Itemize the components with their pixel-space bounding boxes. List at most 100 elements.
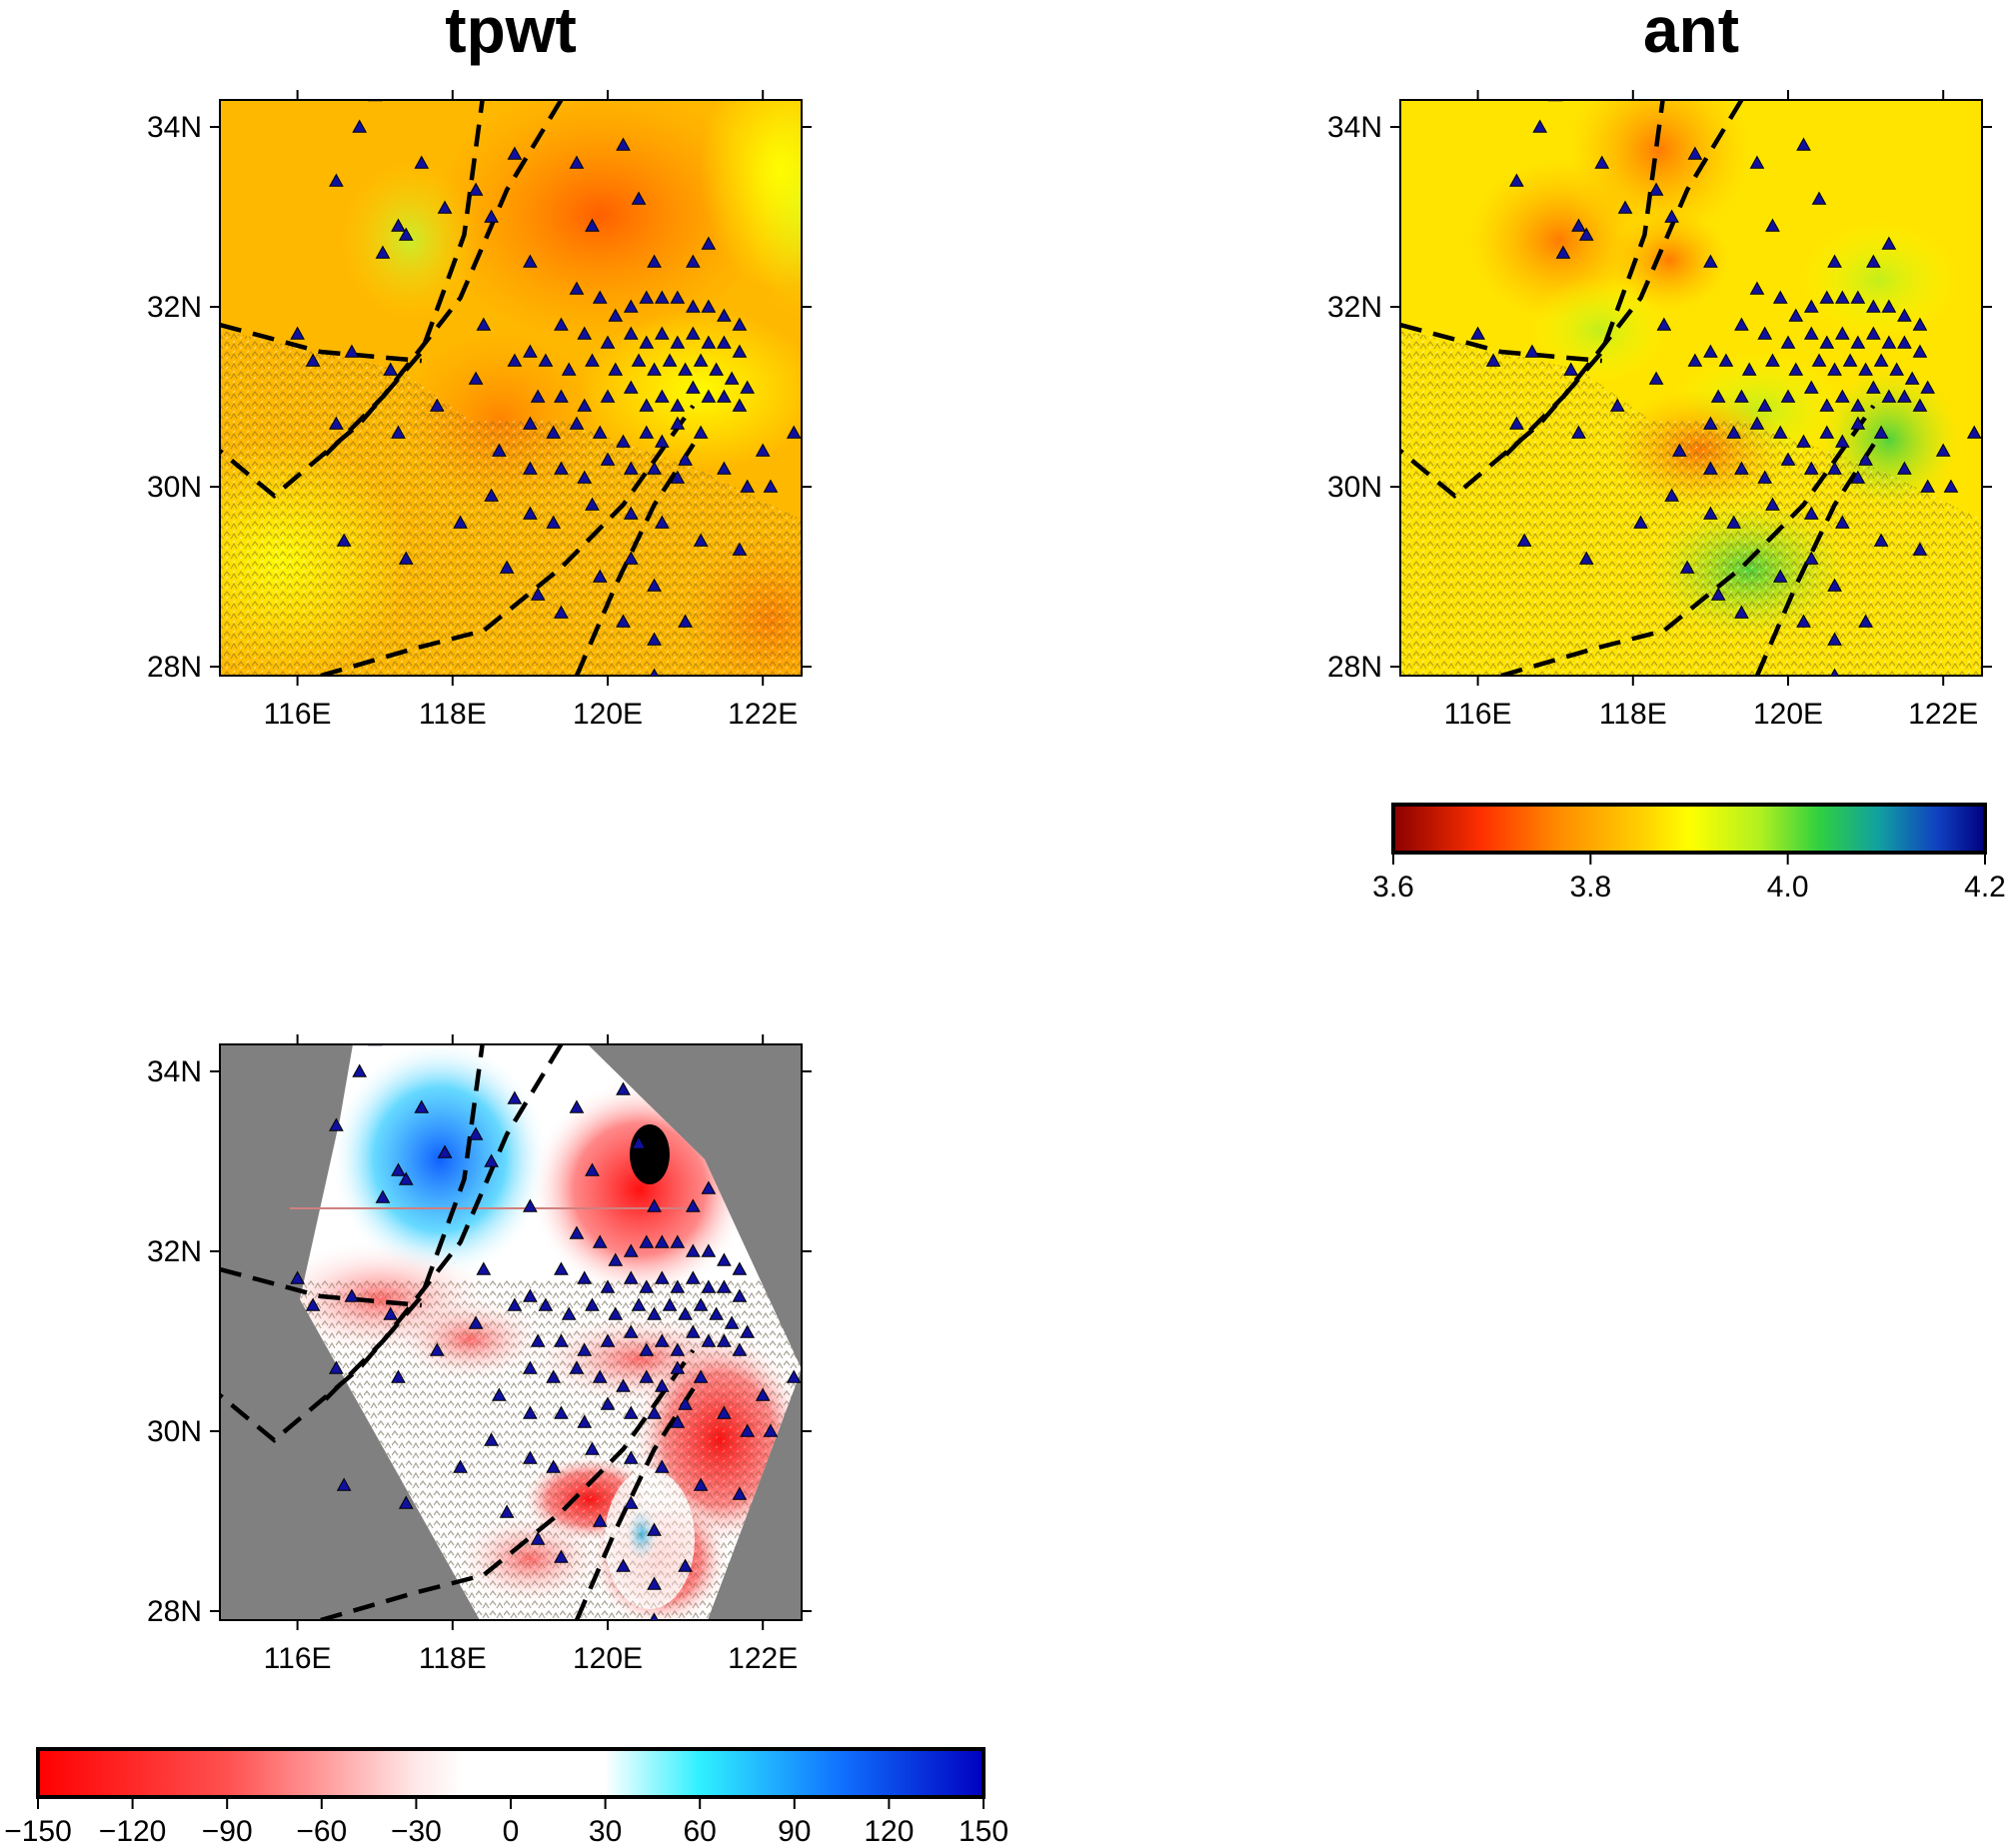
station-marker [600,1279,616,1293]
colorbar-tick-label: −90 [202,1815,253,1848]
station-marker [484,1153,499,1167]
station-marker [1578,551,1594,565]
station-marker [554,1549,569,1563]
difference-panel: 116E 118E 120E 122E 34N 32N 30N 28N [147,1034,812,1675]
station-marker [1718,353,1734,367]
station-marker [554,1333,569,1347]
station-marker [585,353,600,367]
station-marker [367,1044,383,1046]
station-marker [1819,290,1835,304]
lon-tick-label: 122E [1908,698,1978,731]
station-marker [523,1198,538,1212]
station-marker [600,452,616,466]
station-marker [569,1099,585,1113]
station-marker [1532,119,1548,133]
fault-line [1400,322,1602,364]
station-marker [654,1378,670,1392]
lon-tick-label: 116E [264,698,332,731]
station-marker [1617,200,1633,214]
fault-line [1754,431,1883,676]
station-marker [654,290,670,304]
station-marker [740,1324,756,1338]
difference-colorbar-ticks: −150 −120 −90 −60 −30 0 30 60 90 120 150 [4,1797,1008,1848]
colorbar-tick-label: 150 [959,1815,1008,1848]
station-marker [639,1279,655,1293]
station-marker [623,1405,639,1419]
ant-velocity-field [1400,100,1982,676]
station-marker [437,1144,453,1158]
station-marker [755,1387,771,1401]
station-marker [786,1369,802,1383]
station-marker [398,1495,414,1509]
station-marker [305,1297,321,1311]
fault-line [320,1348,696,1620]
station-marker [647,461,662,475]
station-marker [732,1288,748,1302]
station-marker [554,317,569,331]
station-marker [391,425,406,439]
fault-line [220,322,422,364]
velocity-colorbar-ticks: 3.6 3.8 4.0 4.2 [1372,853,2006,904]
station-marker [592,1513,608,1527]
lon-tick-label: 122E [728,1642,798,1675]
fault-line [574,431,703,676]
station-marker [468,182,484,196]
difference-stations [290,1044,802,1620]
station-marker [344,344,360,358]
station-marker [1734,389,1749,403]
station-marker [678,614,693,628]
station-marker [1749,281,1765,295]
station-marker [1834,515,1850,529]
station-marker [670,1414,686,1428]
station-marker [1850,398,1866,412]
station-marker [1726,515,1742,529]
lon-tick-label: 120E [1753,698,1823,731]
station-marker [398,227,414,241]
station-marker [1803,326,1819,340]
lat-tick-label: 28N [147,1595,202,1628]
station-marker [717,1279,732,1293]
station-marker [686,1198,701,1212]
station-marker [647,1522,662,1536]
fault-line [220,100,485,499]
station-marker [538,1297,554,1311]
fault-line [319,1044,564,1406]
station-marker [507,1090,523,1104]
station-marker [670,1342,686,1356]
station-marker [647,1576,662,1590]
station-marker [623,461,639,475]
station-marker [468,1126,484,1140]
station-marker [1509,416,1524,430]
station-marker [1594,155,1610,169]
station-marker [554,1261,569,1275]
station-marker [546,1459,562,1473]
station-marker [492,443,507,457]
station-marker [329,416,344,430]
station-marker [398,551,414,565]
station-marker [484,488,499,502]
station-marker [623,1450,639,1464]
fault-line [1499,100,1744,462]
difference-fault-lines [220,1044,703,1620]
station-marker [468,1315,484,1329]
colorbar-tick-label: −30 [391,1815,442,1848]
station-marker [484,209,499,223]
ant-stations [1470,100,1982,676]
station-marker [468,371,484,385]
station-marker [329,1117,344,1131]
station-marker [724,371,740,385]
station-marker [1803,461,1819,475]
station-marker [647,578,662,592]
station-marker [650,1612,659,1620]
station-marker [523,344,538,358]
station-marker [654,326,670,340]
station-marker [592,1369,608,1383]
station-marker [398,1171,414,1185]
station-marker [1563,362,1579,376]
station-marker [1935,443,1951,457]
station-marker [639,1369,655,1383]
station-marker [1881,236,1897,250]
extreme-anomaly [630,1124,670,1184]
station-marker [717,461,732,475]
lat-tick-label: 32N [147,1235,202,1268]
